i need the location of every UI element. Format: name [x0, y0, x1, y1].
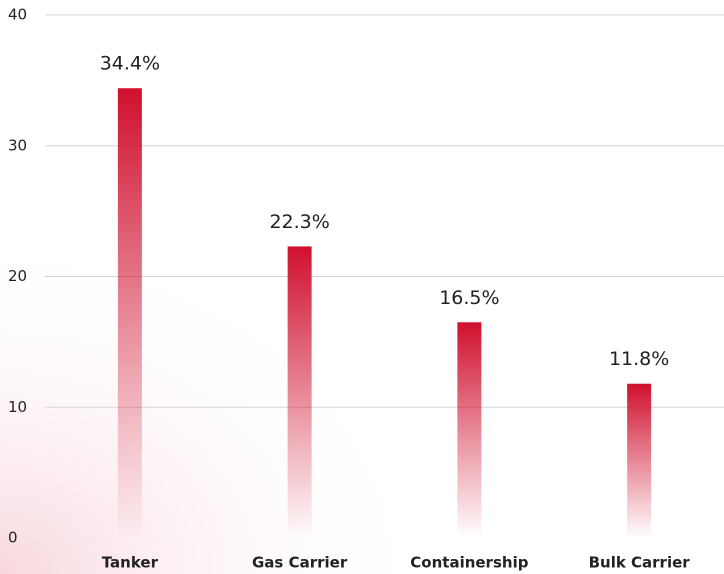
x-tick-label: Gas Carrier	[252, 554, 348, 572]
bar	[117, 88, 142, 538]
bar	[287, 246, 312, 539]
bar	[627, 383, 652, 538]
y-tick-label: 40	[8, 6, 27, 24]
x-tick-label: Containership	[410, 554, 528, 572]
y-tick-label: 20	[8, 267, 27, 285]
bar	[457, 322, 482, 538]
y-tick-label: 0	[8, 529, 18, 547]
y-tick-label: 10	[8, 398, 27, 416]
x-tick-label: Tanker	[102, 554, 159, 572]
value-label: 22.3%	[269, 211, 329, 233]
x-tick-label: Bulk Carrier	[589, 554, 691, 572]
value-label: 34.4%	[100, 53, 160, 75]
value-label: 16.5%	[439, 287, 499, 309]
y-tick-label: 30	[8, 136, 27, 154]
value-label: 11.8%	[609, 348, 669, 370]
